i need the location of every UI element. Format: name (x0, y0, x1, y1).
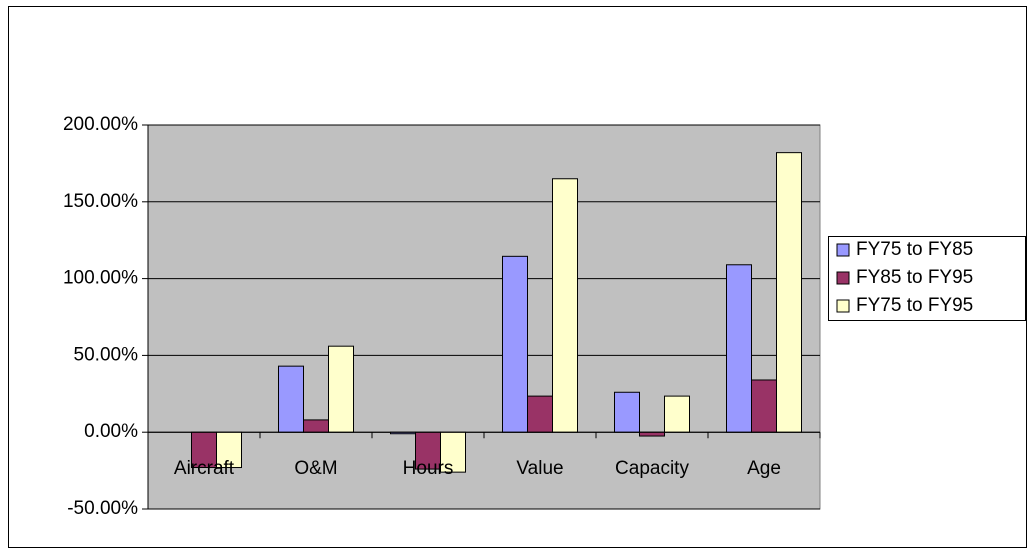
bar (552, 178, 578, 433)
x-tick-label: Capacity (615, 458, 689, 479)
y-tick-label: -50.00% (67, 498, 138, 519)
legend-swatch (836, 243, 850, 257)
bar (664, 395, 690, 433)
legend (828, 236, 1026, 321)
bar (440, 431, 466, 473)
x-tick-label: O&M (294, 458, 337, 479)
legend-label: FY85 to FY95 (856, 267, 973, 288)
bar (278, 365, 304, 433)
legend-swatch (836, 299, 850, 313)
bar (303, 419, 329, 433)
legend-entries: FY75 to FY85 FY85 to FY95 FY75 to FY95 (836, 239, 973, 316)
axis: -50.00% 0.00% 50.00% 100.00% 150.00% 200.00% A… (63, 114, 821, 519)
y-tick-label: 50.00% (74, 344, 139, 365)
bar (527, 395, 553, 433)
y-tick-label: 0.00% (84, 421, 138, 442)
bar (776, 152, 802, 433)
bar (639, 431, 665, 437)
x-tick-label: Age (747, 458, 781, 479)
bar (726, 264, 752, 433)
bar (328, 345, 354, 433)
legend-swatch (836, 271, 850, 285)
x-tick-label: Value (516, 458, 563, 479)
legend-label: FY75 to FY95 (856, 295, 973, 316)
bar (216, 431, 242, 469)
bar (751, 379, 777, 433)
bar (415, 431, 441, 470)
x-tick-label: Aircraft (174, 458, 235, 479)
bar (502, 255, 528, 433)
legend-label: FY75 to FY85 (856, 239, 973, 260)
y-tick-label: 150.00% (63, 191, 138, 212)
bar (614, 391, 640, 433)
y-tick-label: 100.00% (63, 268, 138, 289)
bars (191, 152, 802, 473)
plot-area (147, 124, 821, 510)
x-tick-label: Hours (403, 458, 454, 479)
y-tick-label: 200.00% (63, 114, 138, 135)
